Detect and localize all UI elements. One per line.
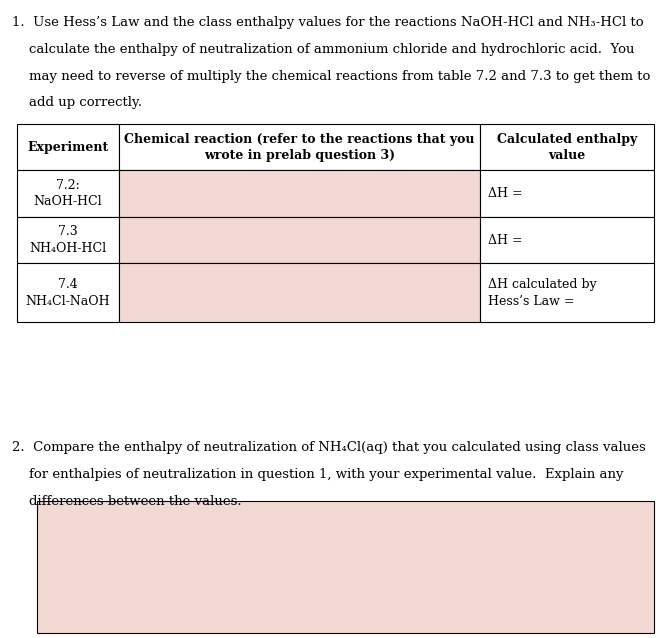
Bar [480, 124, 654, 170]
Bar [37, 501, 654, 633]
Bar [119, 124, 480, 170]
Text: 7.3
NH₄OH-HCl: 7.3 NH₄OH-HCl [29, 225, 106, 255]
Text: calculate the enthalpy of neutralization of ammonium chloride and hydrochloric a: calculate the enthalpy of neutralization… [12, 43, 634, 56]
Text: add up correctly.: add up correctly. [12, 96, 142, 109]
Text: ΔH =: ΔH = [488, 187, 523, 200]
Bar [480, 263, 654, 322]
Bar [480, 217, 654, 263]
Text: 7.2:
NaOH-HCl: 7.2: NaOH-HCl [33, 179, 102, 209]
Bar [119, 217, 480, 263]
Text: Experiment: Experiment [27, 141, 108, 154]
Text: 7.4
NH₄Cl-NaOH: 7.4 NH₄Cl-NaOH [25, 278, 110, 308]
Text: differences between the values.: differences between the values. [12, 495, 242, 508]
Bar [17, 263, 119, 322]
Text: Calculated enthalpy
value: Calculated enthalpy value [497, 133, 638, 162]
Bar [119, 170, 480, 217]
Text: 1.  Use Hess’s Law and the class enthalpy values for the reactions NaOH-HCl and : 1. Use Hess’s Law and the class enthalpy… [12, 16, 644, 29]
Text: for enthalpies of neutralization in question 1, with your experimental value.  E: for enthalpies of neutralization in ques… [12, 468, 624, 481]
Text: Chemical reaction (refer to the reactions that you
wrote in prelab question 3): Chemical reaction (refer to the reaction… [124, 133, 475, 162]
Text: 2.  Compare the enthalpy of neutralization of NH₄Cl(aq) that you calculated usin: 2. Compare the enthalpy of neutralizatio… [12, 441, 646, 454]
Bar [119, 263, 480, 322]
Text: ΔH =: ΔH = [488, 234, 523, 247]
Text: may need to reverse of multiply the chemical reactions from table 7.2 and 7.3 to: may need to reverse of multiply the chem… [12, 70, 650, 82]
Bar [17, 217, 119, 263]
Bar [480, 170, 654, 217]
Text: ΔH calculated by
Hess’s Law =: ΔH calculated by Hess’s Law = [488, 278, 597, 308]
Bar [17, 124, 119, 170]
Bar [17, 170, 119, 217]
